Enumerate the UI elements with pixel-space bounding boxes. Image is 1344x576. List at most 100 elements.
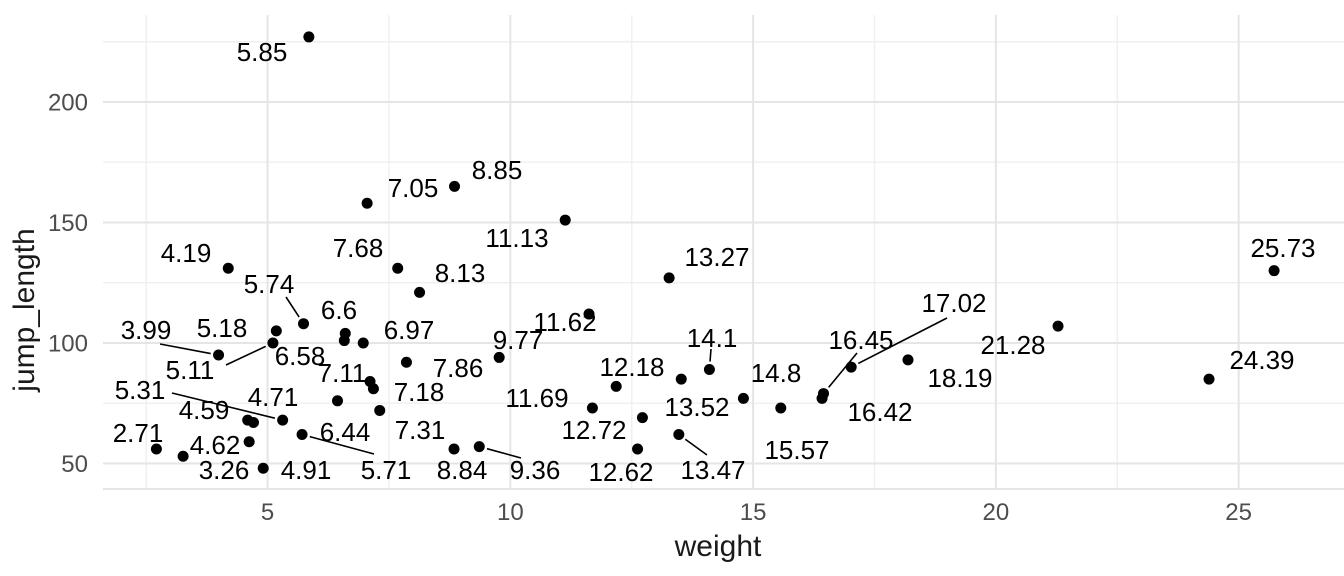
leader-line [171,392,276,419]
y-tick-label: 100 [48,330,88,357]
data-point [586,402,598,414]
point-label: 3.99 [121,315,172,345]
data-point [392,262,404,274]
data-point [400,356,412,368]
data-point [673,429,685,441]
point-label: 2.71 [113,418,164,448]
point-label: 7.05 [388,173,439,203]
data-point [1052,320,1064,332]
data-point [703,363,715,375]
data-point [177,450,189,462]
leader-line [486,447,522,459]
gridlines-minor [103,15,1344,489]
point-label: 5.18 [197,313,248,343]
x-tick-label: 15 [740,499,767,526]
point-label: 11.13 [485,223,548,253]
data-point [277,414,289,426]
data-point [298,318,310,330]
data-point [150,443,162,455]
point-label: 12.72 [561,415,626,445]
point-label: 6.44 [320,417,371,447]
point-label: 13.47 [680,455,745,485]
data-point [414,286,426,298]
data-point [845,361,857,373]
data-point [448,443,460,455]
point-label: 5.74 [244,269,295,299]
point-label: 16.42 [847,397,912,427]
point-label: 7.11 [318,358,367,388]
point-label: 12.18 [599,352,664,382]
y-axis-title: jump_length [8,228,41,392]
x-tick-label: 25 [1225,499,1252,526]
point-label: 21.28 [980,330,1045,360]
point-label: 11.69 [505,383,568,413]
data-point [632,443,644,455]
point-label: 4.62 [190,430,241,460]
data-point [1268,265,1280,277]
data-point [222,262,234,274]
data-point [270,325,282,337]
leader-line [684,438,708,456]
leader-line [709,348,712,362]
point-label: 9.36 [510,455,561,485]
point-label: 7.86 [433,353,484,383]
point-label: 15.57 [764,435,829,465]
point-label: 4.59 [179,395,230,425]
point-label: 13.27 [684,242,749,272]
data-point [296,429,308,441]
point-label: 6.97 [384,315,435,345]
point-label: 6.6 [321,295,357,325]
point-label: 14.8 [751,358,802,388]
point-label: 7.18 [394,377,445,407]
data-point [737,392,749,404]
x-tick-label: 20 [983,499,1010,526]
point-label: 18.19 [927,363,992,393]
y-tick-label: 50 [61,451,88,478]
leader-line [159,343,211,355]
y-tick-label: 150 [48,210,88,237]
x-tick-label: 10 [497,499,524,526]
y-tick-label: 200 [48,89,88,116]
point-label: 9.77 [493,325,544,355]
data-point [902,354,914,366]
data-point [303,31,315,43]
data-point [493,351,505,363]
data-point [357,337,369,349]
leader-lines [159,296,948,459]
data-point [775,402,787,414]
point-label: 3.26 [199,455,250,485]
point-label: 5.11 [166,355,215,385]
data-point [473,441,485,453]
point-label: 5.85 [237,37,288,67]
data-point [559,214,571,226]
point-label: 4.71 [248,382,299,412]
data-point [583,308,595,320]
data-point [449,180,461,192]
point-label: 7.68 [333,233,384,263]
point-label: 16.45 [828,325,893,355]
data-point [361,197,373,209]
data-point [1203,373,1215,385]
data-point [267,337,279,349]
leader-line [285,296,300,318]
point-label: 8.13 [435,258,486,288]
data-point [367,383,379,395]
point-label: 8.84 [437,455,488,485]
point-label: 12.62 [588,457,653,487]
data-point [213,349,225,361]
point-label: 7.31 [395,415,446,445]
data-point [818,388,830,400]
point-label: 6.58 [275,341,326,371]
point-label: 17.02 [921,288,986,318]
data-point [663,272,675,284]
leader-line [857,317,948,365]
point-label: 8.85 [472,155,523,185]
axes: weight jump_length 5 10 15 20 25 50 100 150 200 [8,89,1252,563]
point-label: 5.71 [361,455,412,485]
data-point [675,373,687,385]
data-points [150,31,1280,474]
point-label: 13.52 [664,392,729,422]
data-point [243,436,255,448]
